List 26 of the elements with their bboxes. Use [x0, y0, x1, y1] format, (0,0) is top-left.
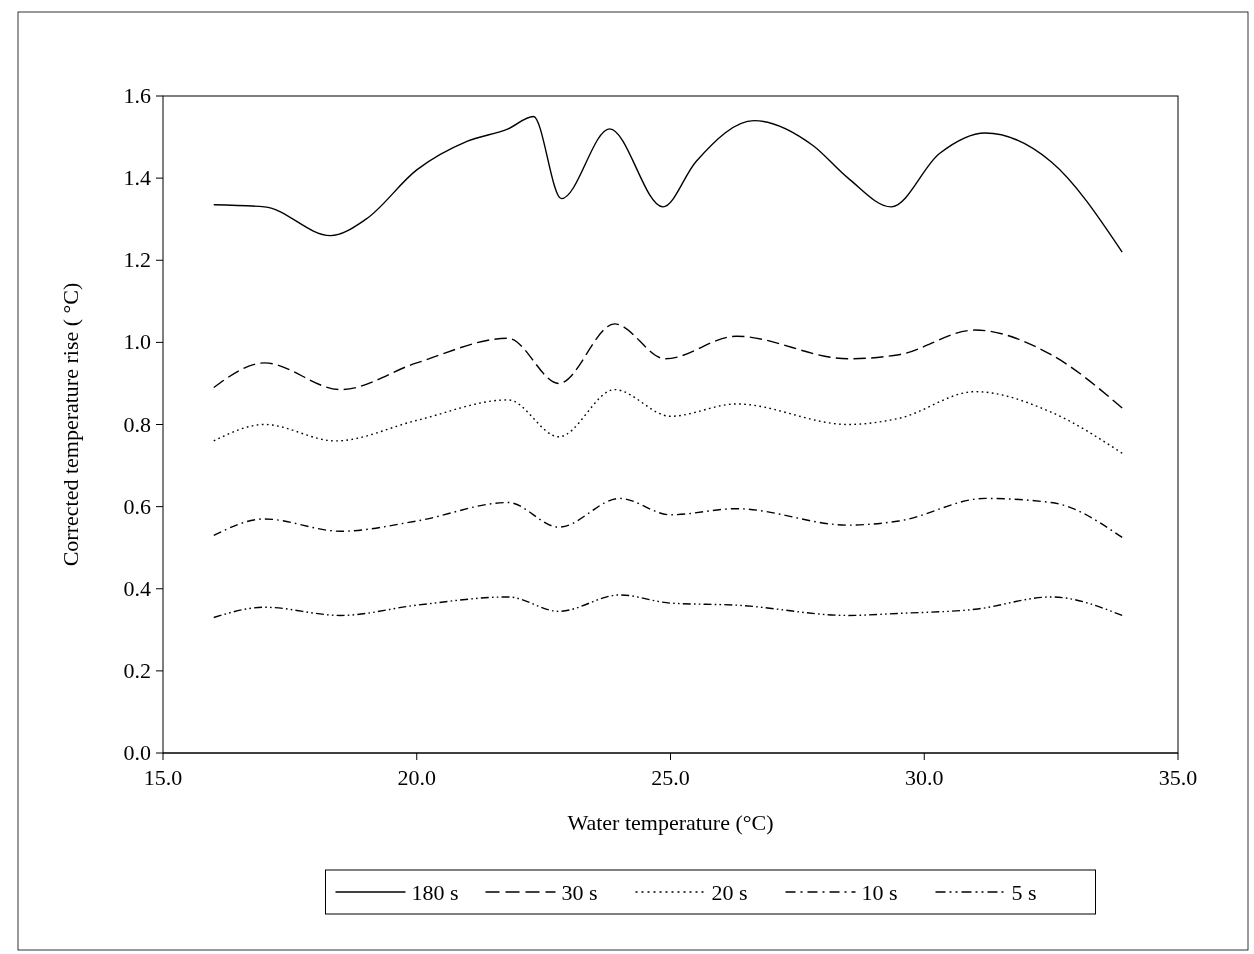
x-tick-label: 20.0 [397, 765, 436, 790]
legend-label: 180 s [411, 880, 459, 905]
line-series [213, 594, 1123, 619]
y-tick-label: 1.2 [123, 247, 151, 273]
y-axis-title: Corrected temperature rise ( °C) [58, 282, 83, 567]
y-tick-label: 1.4 [123, 165, 151, 191]
y-tick-label: 0.2 [123, 657, 151, 683]
y-tick-label: 0.0 [123, 740, 151, 765]
legend-label: 10 s [861, 880, 898, 905]
y-tick-label: 0.4 [123, 575, 151, 601]
x-tick-label: 30.0 [905, 765, 944, 790]
y-tick-label: 0.8 [123, 411, 151, 437]
line-series [213, 497, 1123, 539]
legend-label: 5 s [1011, 880, 1037, 905]
x-axis-title: Water temperature (°C) [567, 810, 774, 835]
x-tick-label: 35.0 [1158, 765, 1198, 790]
y-tick-label: 1.6 [123, 83, 151, 108]
y-tick-label: 0.6 [123, 493, 151, 519]
legend-label: 20 s [711, 880, 748, 905]
line-series [213, 323, 1123, 409]
y-tick-label: 1.0 [123, 329, 151, 355]
legend-label: 30 s [561, 880, 598, 905]
line-series [213, 388, 1123, 454]
line-series [213, 115, 1123, 253]
x-tick-label: 15.0 [143, 765, 183, 790]
x-tick-label: 25.0 [651, 765, 690, 790]
